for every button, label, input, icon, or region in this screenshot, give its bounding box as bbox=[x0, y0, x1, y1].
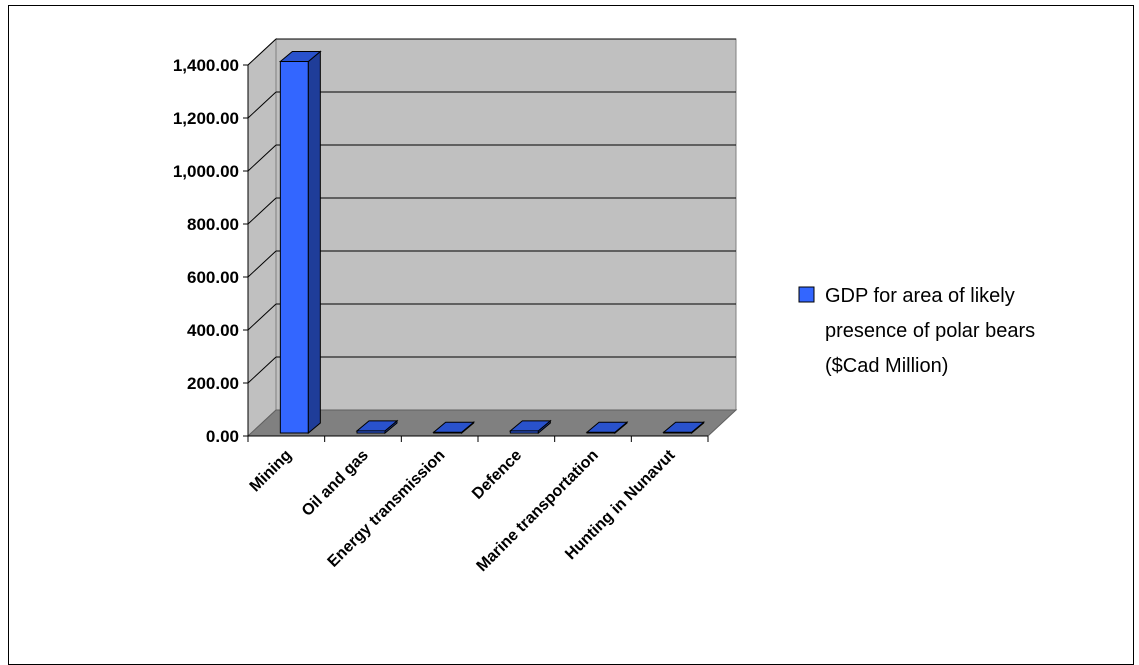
legend: GDP for area of likely presence of polar… bbox=[798, 285, 1035, 377]
bar-top bbox=[662, 421, 706, 433]
bar bbox=[585, 421, 629, 435]
bar-top bbox=[278, 50, 322, 62]
back-wall bbox=[275, 38, 737, 411]
x-tick-label: Mining bbox=[247, 447, 295, 495]
gridline-side bbox=[247, 91, 277, 119]
y-tick-label: 1,200.00 bbox=[173, 109, 239, 128]
bar bbox=[662, 421, 706, 435]
legend-swatch bbox=[798, 286, 815, 303]
y-tick-label: 200.00 bbox=[187, 374, 239, 393]
y-axis-ticks: 0.00 200.00 400.00 600.00 800.00 1,000.00 1,20… bbox=[173, 56, 249, 446]
y-tick-label: 1,000.00 bbox=[173, 162, 239, 181]
gridline-side bbox=[247, 356, 277, 384]
x-tick-label: Oil and gas bbox=[299, 447, 372, 520]
y-tick-label: 400.00 bbox=[187, 321, 239, 340]
bar bbox=[278, 50, 322, 435]
gridline-side bbox=[247, 250, 277, 278]
bar-top bbox=[355, 420, 399, 432]
gridline-side bbox=[247, 144, 277, 172]
gridline-side bbox=[247, 38, 277, 66]
y-tick-label: 600.00 bbox=[187, 268, 239, 287]
bar bbox=[508, 419, 552, 435]
bar-top bbox=[432, 421, 476, 433]
legend-label-line-2: presence of polar bears bbox=[825, 320, 1035, 342]
y-tick-label: 800.00 bbox=[187, 215, 239, 234]
bar-top bbox=[585, 421, 629, 433]
side-wall bbox=[247, 37, 277, 438]
legend-label-line-3: ($Cad Million) bbox=[825, 355, 948, 377]
legend-label-line-1: GDP for area of likely bbox=[825, 285, 1015, 307]
gridline-side bbox=[247, 197, 277, 225]
gridline-side bbox=[247, 303, 277, 331]
y-tick-label: 1,400.00 bbox=[173, 56, 239, 75]
y-tick-label: 0.00 bbox=[206, 427, 239, 446]
bar bbox=[355, 419, 399, 435]
bar-top bbox=[508, 420, 552, 432]
bar bbox=[432, 421, 476, 435]
plot-area bbox=[246, 37, 738, 438]
x-tick-label: Defence bbox=[469, 447, 525, 503]
bars bbox=[278, 50, 706, 435]
bar-front bbox=[279, 60, 309, 434]
floor bbox=[246, 409, 738, 437]
bar-side bbox=[307, 50, 321, 435]
